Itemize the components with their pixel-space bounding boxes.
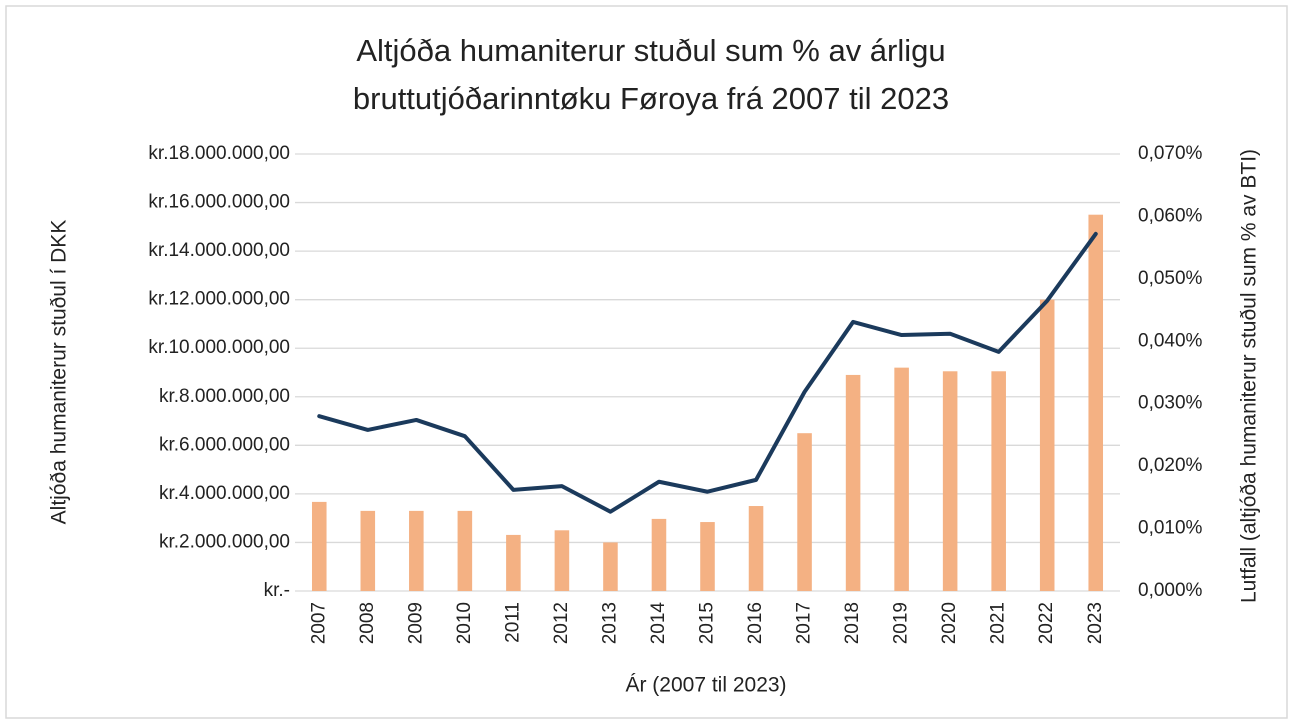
- x-tick-label: 2012: [551, 602, 572, 644]
- x-tick-label: 2020: [939, 602, 960, 644]
- line: [317, 231, 1098, 514]
- bar: [894, 367, 909, 591]
- bar: [360, 510, 376, 591]
- bar: [748, 506, 764, 591]
- bar: [845, 374, 861, 591]
- y2-tick-label: 0,030%: [1138, 393, 1203, 414]
- x-tick-label: 2009: [405, 602, 426, 644]
- x-tick-label: 2011: [502, 602, 523, 643]
- y2-tick-label: 0,060%: [1138, 205, 1203, 226]
- y-tick-label: kr.12.000.000,00: [148, 289, 290, 310]
- bar: [603, 542, 618, 591]
- y-tick-label: kr.18.000.000,00: [148, 143, 290, 164]
- bar: [651, 518, 667, 591]
- chart-frame: [5, 5, 1288, 719]
- bar: [457, 510, 473, 591]
- y2-axis-title: Lutfall (altjóða humaniterur stuðul sum …: [1238, 149, 1261, 603]
- bar: [409, 510, 424, 591]
- bar: [991, 371, 1006, 591]
- y2-tick-label: 0,040%: [1138, 330, 1203, 351]
- bar: [942, 371, 958, 591]
- chart-title: bruttutjóðarinntøku Føroya frá 2007 til …: [353, 81, 949, 116]
- y-tick-label: kr.16.000.000,00: [148, 192, 290, 213]
- y-tick-label: kr.8.000.000,00: [159, 386, 290, 407]
- y-tick-label: kr.6.000.000,00: [159, 434, 290, 455]
- x-tick-label: 2019: [891, 602, 912, 644]
- x-axis-title: Ár (2007 til 2023): [625, 674, 786, 697]
- y2-tick-label: 0,020%: [1138, 455, 1203, 476]
- chart-title: Altjóða humaniterur stuðul sum % av árli…: [356, 33, 945, 68]
- x-tick-label: 2010: [454, 602, 475, 644]
- y-tick-label: kr.-: [264, 580, 290, 601]
- x-tick-label: 2007: [308, 602, 329, 644]
- y2-tick-label: 0,000%: [1138, 580, 1203, 601]
- x-tick-label: 2017: [794, 602, 815, 644]
- x-tick-label: 2018: [842, 602, 863, 644]
- bar: [311, 501, 327, 591]
- x-tick-label: 2021: [988, 602, 1009, 644]
- x-tick-label: 2023: [1085, 602, 1106, 644]
- x-tick-label: 2016: [745, 602, 766, 644]
- bar: [1039, 299, 1055, 591]
- y-tick-label: kr.2.000.000,00: [159, 531, 290, 552]
- bar: [797, 433, 812, 591]
- y-tick-label: kr.14.000.000,00: [148, 240, 290, 261]
- bar: [700, 522, 715, 591]
- y2-tick-label: 0,010%: [1138, 518, 1203, 539]
- bar: [1088, 214, 1104, 591]
- y-tick-label: kr.4.000.000,00: [159, 483, 290, 504]
- y2-tick-label: 0,050%: [1138, 268, 1203, 289]
- bar: [554, 530, 570, 591]
- x-tick-label: 2015: [697, 602, 718, 644]
- x-tick-label: 2013: [599, 602, 620, 644]
- x-tick-label: 2022: [1036, 602, 1057, 644]
- x-tick-label: 2008: [357, 602, 378, 644]
- y-axis-title: Altjóða humaniterur stuðul í DKK: [48, 220, 71, 525]
- y2-tick-label: 0,070%: [1138, 143, 1203, 164]
- y-tick-label: kr.10.000.000,00: [148, 337, 290, 358]
- x-tick-label: 2014: [648, 602, 669, 645]
- bar: [506, 534, 521, 591]
